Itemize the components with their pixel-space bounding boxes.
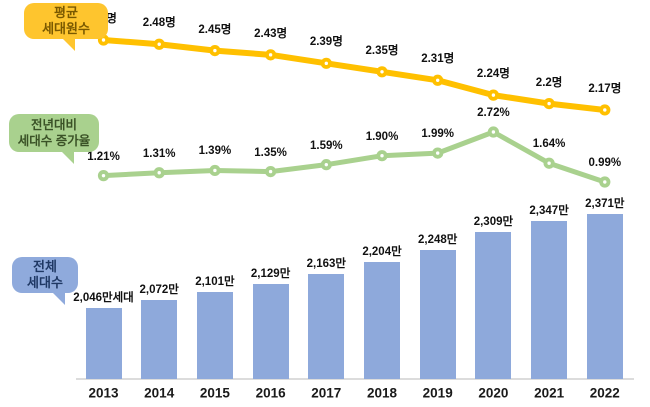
household-bar-2016 — [252, 284, 289, 379]
growth-rate-label-2015: 1.39% — [198, 145, 232, 158]
growth-rate-label-2019: 1.99% — [421, 128, 454, 141]
marker-center-dot — [436, 78, 440, 82]
year-label-2016: 2016 — [255, 385, 286, 401]
household-bar-2015 — [196, 292, 233, 379]
marker-center-dot — [491, 93, 496, 97]
avg-members-label-2014: 2.48명 — [142, 17, 176, 30]
growth-rate-label-2020: 2.72% — [477, 107, 510, 119]
household-label-2017: 2,163만 — [306, 258, 346, 270]
household-bar-2013 — [85, 308, 122, 379]
avg-members-label-2018: 2.35명 — [365, 44, 399, 57]
household-bar-2017 — [308, 274, 345, 379]
growth-rate-label-2017: 1.59% — [309, 139, 343, 152]
year-label-2014: 2014 — [144, 385, 175, 401]
legend-callout-growth-rate: 전년대비 세대수 증가율 — [9, 114, 99, 164]
growth-rate-line — [103, 129, 606, 185]
marker-center-dot — [380, 70, 384, 74]
marker-center-dot — [603, 108, 607, 112]
legend-avg-members-line2: 세대원수 — [42, 21, 90, 36]
growth-rate-label-2022: 0.99% — [588, 157, 622, 169]
year-label-2018: 2018 — [366, 385, 398, 401]
legend-avg-members-line1: 평균 — [54, 5, 78, 20]
marker-center-dot — [157, 42, 161, 46]
household-bar-2019 — [419, 250, 456, 379]
year-label-2019: 2019 — [422, 385, 453, 401]
household-label-2022: 2,371만 — [585, 198, 625, 210]
legend-growth-rate-line2: 세대수 증가율 — [17, 134, 91, 148]
household-label-2019: 2,248만 — [418, 234, 458, 246]
household-bar-2021 — [531, 221, 568, 379]
marker-center-dot — [101, 38, 106, 42]
avg-members-label-2016: 2.43명 — [254, 27, 288, 40]
callout-tail — [61, 151, 74, 164]
marker-center-dot — [268, 53, 273, 57]
callout-tail — [52, 292, 65, 305]
legend-callout-total-households: 전체 세대수 — [12, 257, 78, 305]
callout-tail — [62, 38, 75, 51]
year-label-2021: 2021 — [534, 385, 565, 401]
growth-rate-label-2014: 1.31% — [142, 147, 176, 160]
household-bar-2022 — [586, 214, 623, 379]
household-label-2018: 2,204만 — [362, 246, 402, 258]
legend-total-households-line2: 세대수 — [27, 275, 63, 290]
household-label-2016: 2,129만 — [250, 268, 291, 280]
avg-members-label-2020: 2.24명 — [476, 68, 510, 81]
legend-growth-rate-line1: 전년대비 — [30, 118, 77, 132]
marker-center-dot — [436, 151, 440, 155]
year-label-2022: 2022 — [589, 385, 620, 401]
avg-members-label-2021: 2.2명 — [535, 76, 563, 89]
year-label-2017: 2017 — [311, 385, 342, 401]
household-label-2021: 2,347만 — [529, 205, 569, 217]
marker-center-dot — [101, 173, 106, 178]
growth-rate-label-2021: 1.64% — [532, 138, 566, 151]
avg-members-label-2015: 2.45명 — [198, 23, 232, 36]
household-label-2014: 2,072만 — [139, 284, 179, 296]
avg-members-label-2019: 2.31명 — [421, 53, 455, 66]
year-label-2015: 2015 — [199, 385, 230, 401]
marker-center-dot — [547, 101, 551, 106]
household-label-2020: 2,309만 — [473, 216, 514, 228]
household-bar-2014 — [141, 300, 178, 379]
marker-center-dot — [491, 130, 496, 134]
growth-rate-label-2013: 1.21% — [87, 150, 120, 163]
x-axis-line — [76, 378, 634, 380]
household-bar-2018 — [364, 262, 400, 379]
growth-rate-label-2016: 1.35% — [254, 146, 287, 159]
marker-center-dot — [268, 169, 273, 174]
year-label-2020: 2020 — [478, 385, 509, 401]
marker-center-dot — [324, 61, 328, 66]
avg-members-line — [103, 37, 606, 113]
marker-center-dot — [547, 161, 551, 165]
marker-center-dot — [603, 180, 607, 184]
legend-total-households-line1: 전체 — [33, 259, 57, 274]
marker-center-dot — [380, 154, 384, 158]
marker-center-dot — [213, 48, 217, 53]
legend-callout-avg-members: 평균 세대원수 — [24, 3, 108, 51]
avg-members-label-2022: 2.17명 — [588, 82, 622, 95]
household-label-2015: 2,101만 — [195, 276, 235, 288]
household-bar-2020 — [475, 232, 512, 379]
growth-rate-label-2018: 1.90% — [365, 130, 399, 143]
avg-members-label-2017: 2.39명 — [309, 36, 343, 49]
marker-center-dot — [213, 168, 217, 173]
household-label-2013: 2,046만세대 — [73, 292, 134, 304]
year-label-2013: 2013 — [88, 385, 119, 401]
marker-center-dot — [324, 162, 328, 167]
marker-center-dot — [157, 171, 161, 175]
